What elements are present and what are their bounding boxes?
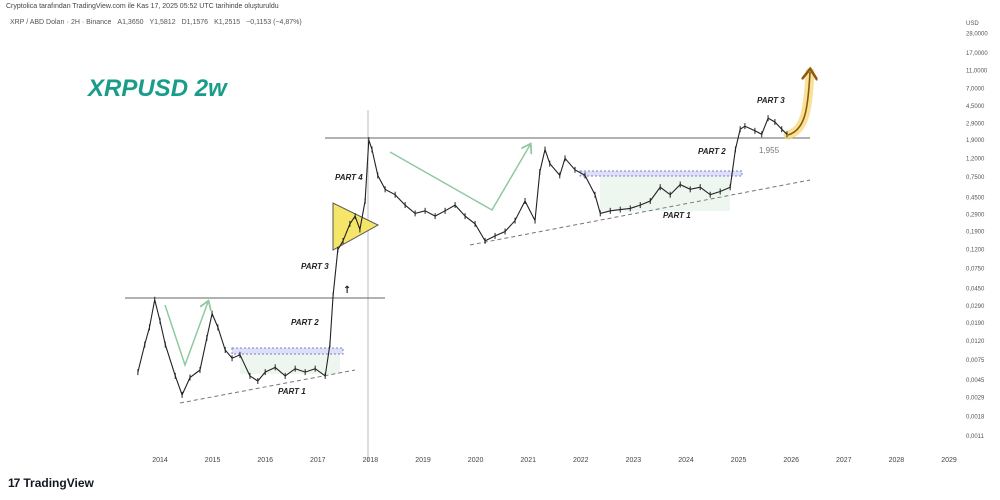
y-tick-label: 0,4500 bbox=[966, 195, 985, 201]
y-tick-label: 0,0029 bbox=[966, 396, 985, 402]
y-tick-label: 4,5000 bbox=[966, 104, 985, 110]
label-part3-right: PART 3 bbox=[757, 96, 785, 105]
ohlc-high: Y1,5812 bbox=[149, 19, 176, 26]
level-price-label: 1,955 bbox=[759, 146, 780, 155]
y-tick-label: 0,0018 bbox=[966, 414, 985, 420]
x-tick-label: 2022 bbox=[573, 457, 589, 464]
y-tick-label: 17,0000 bbox=[966, 51, 988, 57]
y-tick-label: 0,0120 bbox=[966, 339, 985, 345]
ohlc-low: D1,1576 bbox=[181, 19, 209, 26]
x-tick-label: 2024 bbox=[678, 457, 694, 464]
y-tick-label: 2,9000 bbox=[966, 121, 985, 127]
x-tick-label: 2019 bbox=[415, 457, 431, 464]
x-tick-label: 2014 bbox=[152, 457, 168, 464]
y-tick-label: 1,9000 bbox=[966, 138, 985, 144]
projection-arrow bbox=[787, 72, 810, 136]
x-tick-label: 2025 bbox=[731, 457, 747, 464]
label-part2-right: PART 2 bbox=[698, 147, 726, 156]
support-trendline-right bbox=[469, 179, 811, 246]
y-tick-label: 7,0000 bbox=[966, 86, 985, 92]
y-tick-label: 1,2000 bbox=[966, 156, 985, 162]
pennant-pattern bbox=[332, 202, 380, 251]
range-channel-left bbox=[231, 347, 344, 355]
x-tick-label: 2015 bbox=[205, 457, 221, 464]
y-tick-label: 0,7500 bbox=[966, 175, 985, 181]
label-part1-left: PART 1 bbox=[278, 387, 306, 396]
range-channel-right bbox=[579, 170, 743, 177]
y-tick-label: 28,0000 bbox=[966, 31, 988, 37]
y-tick-label: 0,0290 bbox=[966, 304, 985, 310]
symbol-legend: XRP / ABD Doları · 2H · Binance A1,3650 Y1… bbox=[10, 19, 308, 26]
x-tick-label: 2021 bbox=[520, 457, 536, 464]
y-tick-label: 0,0011 bbox=[966, 434, 985, 440]
y-tick-label: 0,1900 bbox=[966, 230, 985, 236]
ohlc-open: A1,3650 bbox=[117, 19, 144, 26]
symbol-name: XRP / ABD Doları · 2H · Binance bbox=[10, 19, 112, 26]
x-tick-label: 2020 bbox=[468, 457, 484, 464]
x-tick-label: 2017 bbox=[310, 457, 326, 464]
support-trendline-left bbox=[179, 369, 356, 404]
label-part1-right: PART 1 bbox=[663, 211, 691, 220]
x-tick-label: 2028 bbox=[889, 457, 905, 464]
x-tick-label: 2029 bbox=[941, 457, 957, 464]
ohlc-close: K1,2515 bbox=[214, 19, 241, 26]
price-change: −0,1153 (−4,87%) bbox=[246, 19, 302, 26]
move-arrow-left bbox=[164, 302, 208, 368]
y-tick-label: 0,1200 bbox=[966, 248, 985, 254]
move-arrow-middle bbox=[389, 145, 530, 212]
tradingview-logo-icon: 17 bbox=[8, 476, 20, 490]
chart-credit: Cryptolica tarafından TradingView.com il… bbox=[6, 3, 279, 10]
tradingview-logo-text: TradingView bbox=[23, 476, 94, 490]
y-axis-unit: USD bbox=[966, 21, 979, 27]
y-tick-label: 0,0190 bbox=[966, 321, 985, 327]
label-part2-left: PART 2 bbox=[291, 318, 319, 327]
y-tick-label: 0,0045 bbox=[966, 378, 985, 384]
tradingview-logo: 17 TradingView bbox=[8, 476, 94, 490]
x-tick-label: 2027 bbox=[836, 457, 852, 464]
label-part4-left: PART 4 bbox=[335, 173, 363, 182]
label-part3-left: PART 3 bbox=[301, 262, 329, 271]
accumulation-zone-left bbox=[240, 352, 340, 374]
y-tick-label: 0,0075 bbox=[966, 358, 985, 364]
x-tick-label: 2026 bbox=[783, 457, 799, 464]
y-tick-label: 0,2900 bbox=[966, 213, 985, 219]
up-arrow-icon: ↑ bbox=[343, 285, 351, 296]
chart-title: XRPUSD 2w bbox=[86, 75, 228, 102]
x-tick-label: 2023 bbox=[626, 457, 642, 464]
y-tick-label: 11,0000 bbox=[966, 68, 988, 74]
y-tick-label: 0,0450 bbox=[966, 287, 985, 293]
x-tick-label: 2016 bbox=[257, 457, 273, 464]
x-tick-label: 2018 bbox=[363, 457, 379, 464]
y-tick-label: 0,0750 bbox=[966, 266, 985, 272]
